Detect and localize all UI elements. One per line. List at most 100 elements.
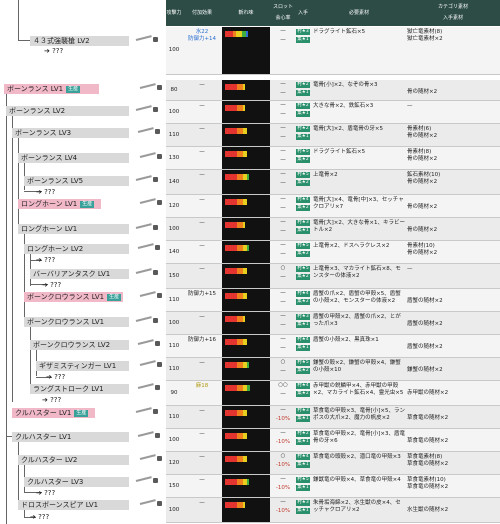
table-row: 100 — — -10% 村★3 集★1 朱骨垢海綿×2、水生獣の皮×4、セッチャクロアリ×… [166,498,500,523]
obtain-badge: 村★3 [296,220,310,226]
sharpness-segment [225,479,237,485]
tree-node[interactable]: ギザミスティンガー LV1 [36,361,129,371]
slot-value: — [280,171,286,177]
obtain-badge: 村★2 [296,103,310,109]
affinity-value: — [280,228,286,234]
sharpness-gauge [222,241,270,263]
sharpness-segment [247,385,250,391]
extra-effect: — [199,454,205,460]
slot-value: — [280,81,286,87]
slot-value: ○ [280,453,286,459]
sharpness-segment [243,502,245,508]
sharpness-segment [237,502,243,508]
lance-weapon-icon [139,83,162,91]
tree-node[interactable]: ドロスボーンスピア LV1 [18,500,129,510]
tree-node[interactable]: ボーンランス LV4 [18,153,129,163]
sharpness-segment [225,199,237,205]
extra-effect: — [199,197,205,203]
attack-value: 100 [168,506,180,513]
tree-node[interactable]: ロングホーン LV1 生産 [18,199,101,209]
tree-connector [24,460,25,492]
tree-node[interactable]: ボーンクロウランス LV2 [30,340,129,350]
tree-node-label: ボーンクロウランス LV1 [27,293,105,301]
category-text: 盾蟹の随材×2 [407,321,443,327]
header-category: カテゴリ素材 [437,4,468,10]
tree-node[interactable]: ボーンクロウランス LV1 [24,317,129,327]
attack-value: 150 [168,272,180,279]
header-obtain: 入手 [297,10,308,16]
sharpness-segment [225,502,237,508]
obtain-badge: 集★1 [296,462,310,468]
tree-node[interactable]: ロングホーン LV1 [18,224,129,234]
category-text: 鎌蟹の随材×2 [407,367,443,373]
obtain-badge: 村★3 [296,314,310,320]
category-text: 草食竜の随材×2 [407,438,449,444]
tree-node[interactable]: ロングホーン LV2 [24,244,129,254]
tree-node-label: クルハスター LV3 [27,478,84,486]
table-row: 80 — — — 村★2 集★1 竜骨[小]×2、なぞの骨×3 骨の随材×2 [166,80,500,101]
category-text: 獄亡竜素材(8) 獄亡竜素材×2 [407,29,443,42]
materials-text: 竜骨[大]×2、大きな骨×1、キラビートル×2 [313,220,406,233]
craft-badge: 生産 [66,85,81,93]
tree-node[interactable]: バーバリアンタスク LV1 [30,269,129,279]
tree-node[interactable]: ４３式強襲槍 LV2 [30,36,129,46]
sharpness-segment [237,410,243,416]
table-row: 130 — — — 村★5 集★2 ドラグライト鉱石×5 骨素材(8) 骨の随材×2 [166,147,500,170]
sharpness-segment [247,362,249,368]
materials-text: 上竜骨×3、マカライト鉱石×8、モンスターの体液×2 [313,266,401,279]
lance-weapon-icon [139,360,162,368]
table-row: 150 — ○ — 村★5 集★2 上竜骨×3、マカライト鉱石×8、モンスターの体液×2 — [166,264,500,289]
tree-connector [30,284,48,285]
materials-text: 鎌蟹の殻×2、鎌蟹の甲殻×4、鎌蟹の小殻×10 [313,360,401,373]
sharpness-segment [237,339,243,345]
header-obtain-material: 入手素材 [442,15,463,21]
tree-node[interactable]: ボーンランス LV3 [12,128,129,138]
category-text: 盾蟹の随材×2 [407,298,443,304]
attack-value: 110 [168,296,180,303]
sharpness-segment [225,316,237,322]
affinity-value: — [280,345,286,351]
tree-node[interactable]: ボーンクロウランス LV1 生産 [24,292,123,302]
sharpness-gauge [222,452,270,474]
tree-connector [18,40,30,41]
sharpness-segment [225,174,237,180]
tree-node-label: ドロスボーンスピア LV1 [21,501,99,509]
sharpness-segment [237,151,243,157]
tree-node[interactable]: クルハスター LV2 [18,455,129,465]
slot-value: — [280,148,286,154]
obtain-badge: 村★4 [296,383,310,389]
tree-node[interactable]: クルハスター LV1 生産 [12,408,95,418]
obtain-badge: 集★1 [296,111,310,117]
header-sharpness: 斬れ味 [238,10,254,16]
tree-node-label: ロングホーン LV1 [21,225,78,233]
tree-node[interactable]: ボーンランス LV2 [6,106,129,116]
tree-node[interactable]: ボーンランス LV1 生産 [4,84,99,94]
obtain-badge: 村★3 [296,408,310,414]
obtain-badge: 村★4 [296,291,310,297]
materials-text: 上竜骨×2、ドスヘラクレス×2 [313,243,390,249]
tree-node[interactable]: クルハスター LV3 [24,477,129,487]
sharpness-segment [243,222,245,228]
tree-node[interactable]: クルハスター LV1 [12,432,129,442]
tree-node-label: ボーンランス LV4 [21,154,78,162]
sharpness-gauge [222,312,270,334]
sharpness-segment [242,31,246,37]
sharpness-segment [243,128,247,134]
materials-text: 盾蟹の甲殻×2、盾蟹の爪×2、とがった爪×3 [313,314,401,327]
tree-node[interactable]: ボーンランス LV5 [24,176,129,186]
obtain-badge: 集★1 [296,416,310,422]
category-text: — [407,103,413,109]
obtain-badge: 村★4 [296,197,310,203]
extra-effect: — [199,266,205,272]
sharpness-gauge [222,218,270,240]
tree-node-label: ボーンランス LV5 [27,177,84,185]
tree-node[interactable]: ラングストローク LV1 [30,384,129,394]
obtain-badge: 集★2 [296,391,310,397]
affinity-value: — [280,368,286,374]
materials-text: 草食竜の甲殻×2、竜骨[小]×3、盾竜骨の牙×6 [313,431,406,444]
tree-connector [24,492,42,493]
sharpness-segment [225,385,237,391]
category-text: 盾蟹の随材×2 [407,344,443,350]
tree-node-label: バーバリアンタスク LV1 [33,270,111,278]
sharpness-gauge [222,101,270,123]
